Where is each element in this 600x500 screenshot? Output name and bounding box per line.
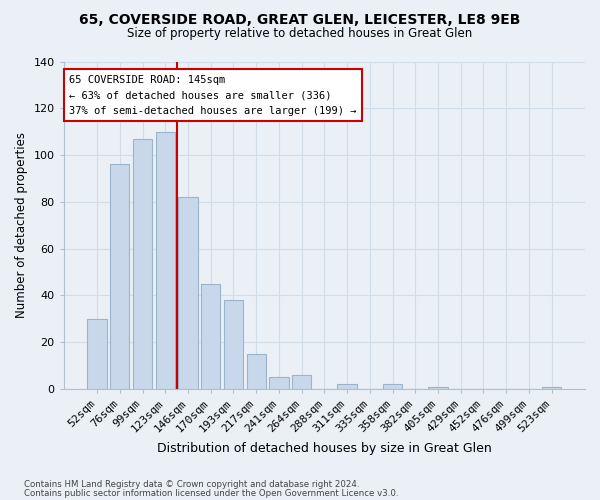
Bar	[542, 386, 562, 389]
Bar	[110, 164, 130, 389]
Bar	[201, 284, 220, 389]
Text: 65, COVERSIDE ROAD, GREAT GLEN, LEICESTER, LE8 9EB: 65, COVERSIDE ROAD, GREAT GLEN, LEICESTE…	[79, 12, 521, 26]
Bar	[133, 138, 152, 389]
Bar	[178, 197, 197, 389]
Bar	[269, 377, 289, 389]
X-axis label: Distribution of detached houses by size in Great Glen: Distribution of detached houses by size …	[157, 442, 492, 455]
Text: Contains public sector information licensed under the Open Government Licence v3: Contains public sector information licen…	[24, 489, 398, 498]
Text: Size of property relative to detached houses in Great Glen: Size of property relative to detached ho…	[127, 28, 473, 40]
Bar	[155, 132, 175, 389]
Text: Contains HM Land Registry data © Crown copyright and database right 2024.: Contains HM Land Registry data © Crown c…	[24, 480, 359, 489]
Bar	[337, 384, 357, 389]
Bar	[383, 384, 402, 389]
Bar	[247, 354, 266, 389]
Bar	[88, 319, 107, 389]
Text: 65 COVERSIDE ROAD: 145sqm
← 63% of detached houses are smaller (336)
37% of semi: 65 COVERSIDE ROAD: 145sqm ← 63% of detac…	[69, 74, 356, 116]
Bar	[428, 386, 448, 389]
Bar	[292, 375, 311, 389]
Bar	[224, 300, 243, 389]
Y-axis label: Number of detached properties: Number of detached properties	[15, 132, 28, 318]
